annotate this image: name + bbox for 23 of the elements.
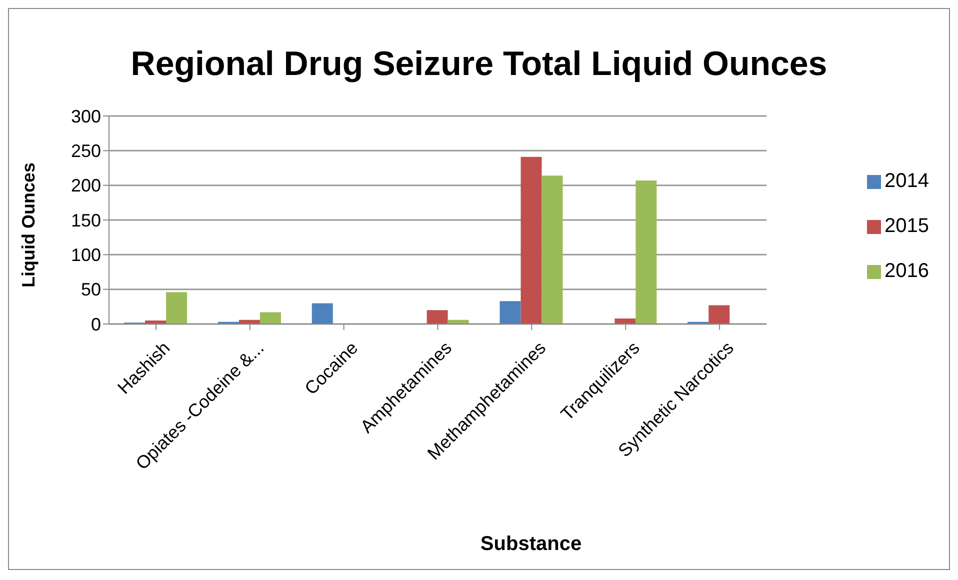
legend-label: 2016 xyxy=(884,260,929,282)
bar xyxy=(636,180,657,324)
y-tick-label: 150 xyxy=(70,210,101,230)
x-axis-title: Substance xyxy=(479,533,583,556)
bar xyxy=(260,312,281,324)
y-tick-label: 250 xyxy=(70,141,101,162)
bar xyxy=(520,156,542,324)
y-axis-title: Liquid Ounces xyxy=(18,162,40,288)
bar xyxy=(312,303,333,324)
bar xyxy=(166,292,188,324)
bar xyxy=(708,305,730,324)
bar xyxy=(426,310,448,324)
legend-label: 2014 xyxy=(884,170,929,192)
y-tick-label: 0 xyxy=(90,314,101,334)
chart-title: Regional Drug Seizure Total Liquid Ounces xyxy=(130,45,828,84)
y-tick-label: 300 xyxy=(70,106,101,126)
y-tick-label: 50 xyxy=(80,280,101,300)
y-tick-label: 200 xyxy=(70,176,101,196)
bar xyxy=(614,318,636,324)
bar xyxy=(542,176,563,324)
legend-label: 2015 xyxy=(884,215,929,237)
y-tick-label: 100 xyxy=(70,245,101,266)
bar xyxy=(500,301,521,324)
